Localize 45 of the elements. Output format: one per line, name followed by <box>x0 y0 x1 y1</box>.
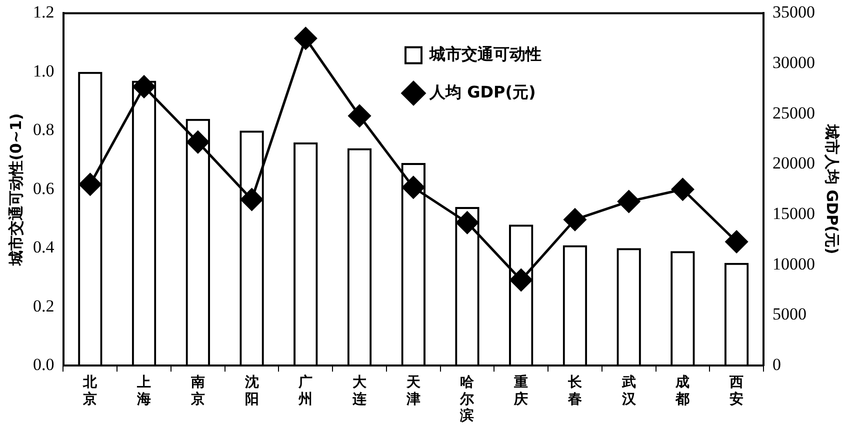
x-tick-label: 长春 <box>566 374 583 408</box>
point <box>240 188 264 211</box>
y-tick-label: 0.4 <box>33 238 55 257</box>
x-tick-label: 大连 <box>352 374 368 408</box>
y2-axis-title: 城市人均 GDP(元) <box>823 124 842 254</box>
y-tick-label: 1.0 <box>33 61 54 80</box>
x-tick-label: 沈阳 <box>244 374 259 408</box>
point <box>618 190 640 213</box>
x-tick-label: 南京 <box>190 374 205 408</box>
x-tick-label: 重庆 <box>513 374 528 408</box>
y-tick-label: 0.0 <box>33 355 54 374</box>
y2-tick-label: 25000 <box>772 103 815 122</box>
y2-tick-label: 35000 <box>772 2 815 22</box>
y-tick-label: 0.2 <box>33 296 54 316</box>
point <box>132 75 156 98</box>
point <box>725 230 748 254</box>
y2-tick-label: 10000 <box>772 254 815 274</box>
point <box>671 178 694 201</box>
point <box>294 27 317 50</box>
x-tick-label: 上海 <box>136 374 152 408</box>
point <box>186 130 210 154</box>
x-tick-label: 西安 <box>728 374 744 408</box>
point <box>348 104 371 128</box>
x-tick-label: 北京 <box>82 374 98 408</box>
legend-label: 城市交通可动性 <box>428 44 542 64</box>
legend-label: 人均 GDP(元) <box>428 82 536 102</box>
x-tick-label: 成都 <box>674 374 690 408</box>
y2-tick-label: 20000 <box>772 154 815 173</box>
x-tick-label: 武汉 <box>620 374 637 408</box>
x-tick-label: 哈尔滨 <box>459 374 476 424</box>
y-tick-label: 1.2 <box>33 2 54 22</box>
x-tick-label: 天津 <box>405 374 422 408</box>
point <box>78 173 102 196</box>
y-axis-title: 城市交通可动性(0~1) <box>6 113 25 266</box>
x-tick-label: 广州 <box>298 374 313 408</box>
point <box>402 176 425 199</box>
y-tick-label: 0.6 <box>33 178 54 198</box>
point <box>456 211 478 234</box>
y-tick-label: 0.8 <box>33 120 54 140</box>
point <box>510 268 532 292</box>
y2-tick-label: 30000 <box>772 53 815 72</box>
point <box>564 208 586 231</box>
y2-tick-label: 5000 <box>772 304 806 324</box>
y2-tick-label: 0 <box>772 355 781 374</box>
y2-tick-label: 15000 <box>772 204 815 224</box>
